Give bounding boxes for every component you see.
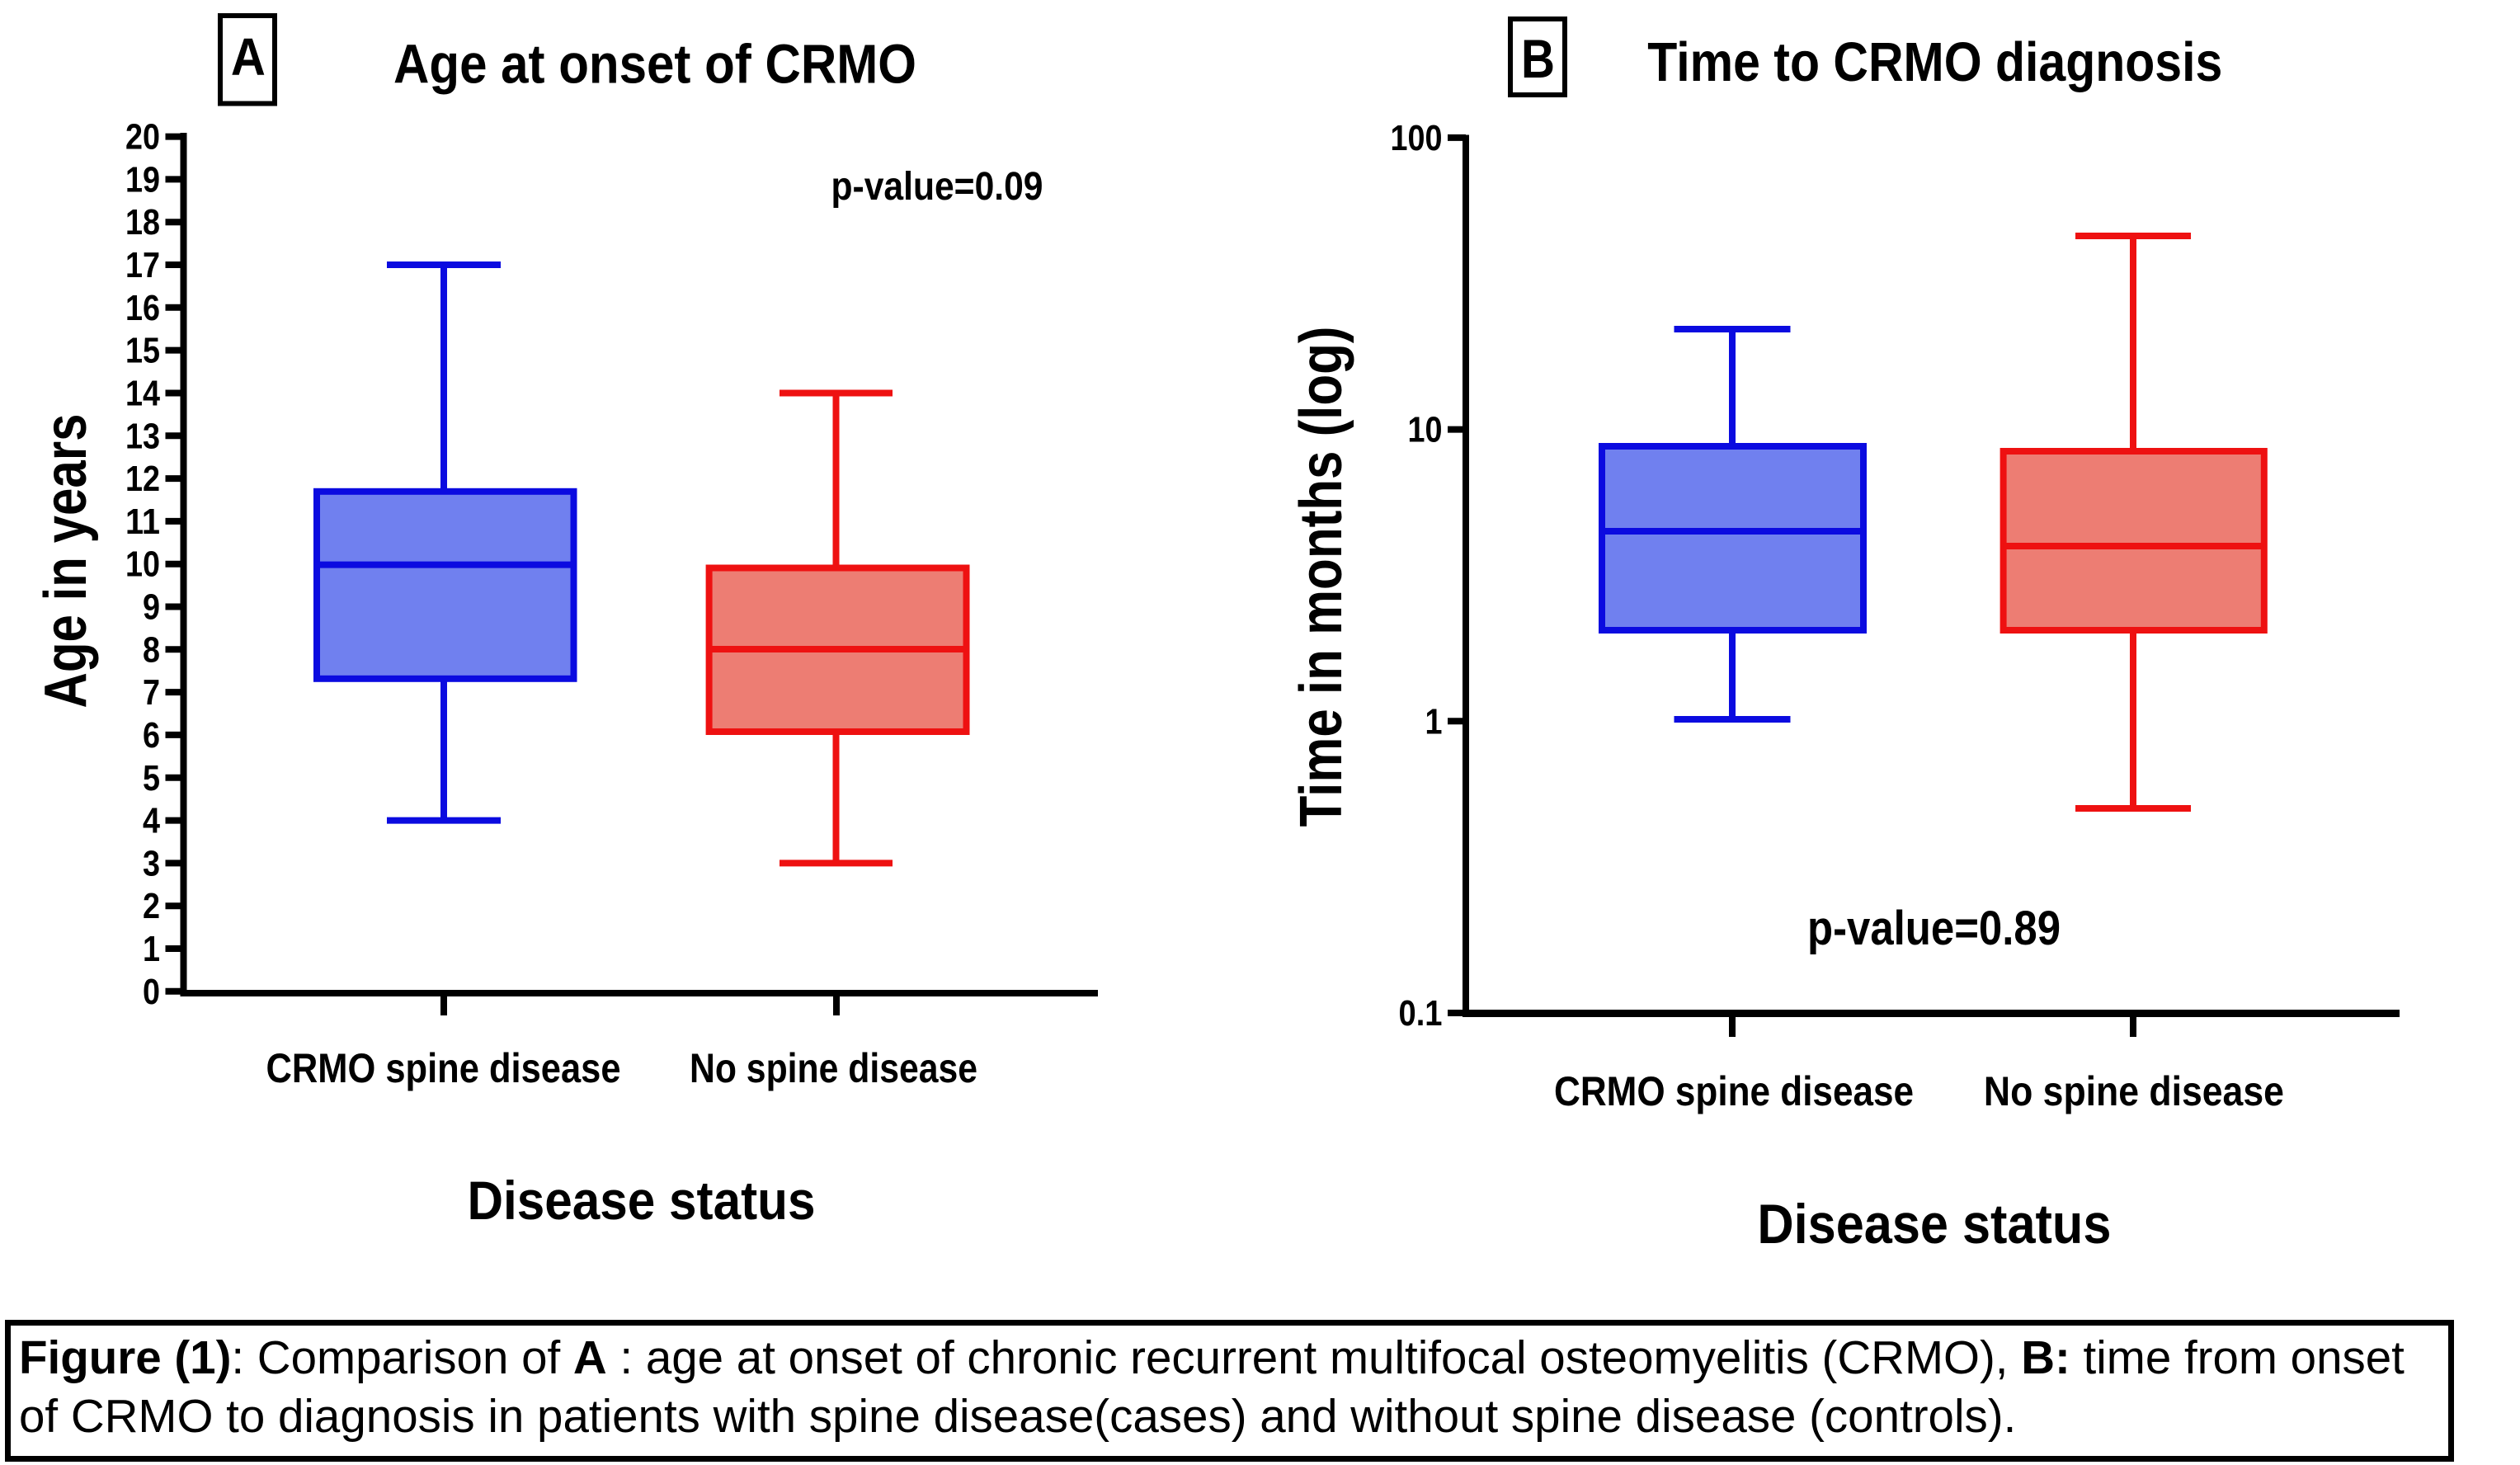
svg-text:7: 7 [143, 672, 160, 713]
svg-text:19: 19 [125, 159, 160, 200]
svg-text:16: 16 [125, 288, 160, 328]
svg-text:Age at onset of CRMO: Age at onset of CRMO [393, 34, 916, 96]
svg-text:13: 13 [125, 416, 160, 456]
svg-text:12: 12 [125, 459, 160, 499]
svg-text:10: 10 [1408, 410, 1443, 450]
svg-text:3: 3 [143, 843, 160, 883]
svg-text:11: 11 [125, 502, 160, 542]
svg-text:14: 14 [125, 374, 160, 414]
svg-text:CRMO spine disease: CRMO spine disease [266, 1045, 621, 1091]
svg-text:20: 20 [125, 117, 160, 158]
svg-text:Disease status: Disease status [468, 1170, 816, 1231]
svg-text:18: 18 [125, 202, 160, 243]
svg-text:10: 10 [125, 544, 160, 585]
svg-text:Age in years: Age in years [33, 414, 99, 709]
svg-text:6: 6 [143, 715, 160, 756]
svg-text:Time in months (log): Time in months (log) [1288, 327, 1354, 827]
svg-text:Disease status: Disease status [1757, 1193, 2111, 1255]
svg-text:0.1: 0.1 [1399, 993, 1443, 1034]
svg-text:1: 1 [143, 929, 160, 969]
svg-text:No spine disease: No spine disease [1984, 1068, 2284, 1114]
svg-text:5: 5 [143, 758, 160, 798]
svg-text:of CRMO to diagnosis in patien: of CRMO to diagnosis in patients with sp… [19, 1390, 2016, 1442]
svg-text:8: 8 [143, 629, 160, 670]
svg-text:15: 15 [125, 331, 160, 371]
svg-text:No spine disease: No spine disease [690, 1045, 977, 1091]
svg-text:Time to CRMO diagnosis: Time to CRMO diagnosis [1647, 31, 2222, 93]
svg-text:A: A [231, 27, 266, 87]
svg-text:0: 0 [143, 972, 160, 1012]
svg-text:2: 2 [143, 886, 160, 926]
svg-text:100: 100 [1391, 118, 1443, 158]
svg-text:9: 9 [143, 587, 160, 628]
svg-text:4: 4 [143, 801, 160, 841]
svg-text:1: 1 [1425, 701, 1443, 742]
svg-text:Figure (1): Comparison of A :: Figure (1): Comparison of A : age at ons… [19, 1331, 2405, 1383]
svg-text:17: 17 [125, 245, 160, 285]
svg-text:CRMO spine disease: CRMO spine disease [1554, 1068, 1914, 1114]
svg-text:B: B [1521, 28, 1555, 89]
svg-text:p-value=0.89: p-value=0.89 [1807, 902, 2061, 955]
svg-text:p-value=0.09: p-value=0.09 [831, 165, 1043, 209]
